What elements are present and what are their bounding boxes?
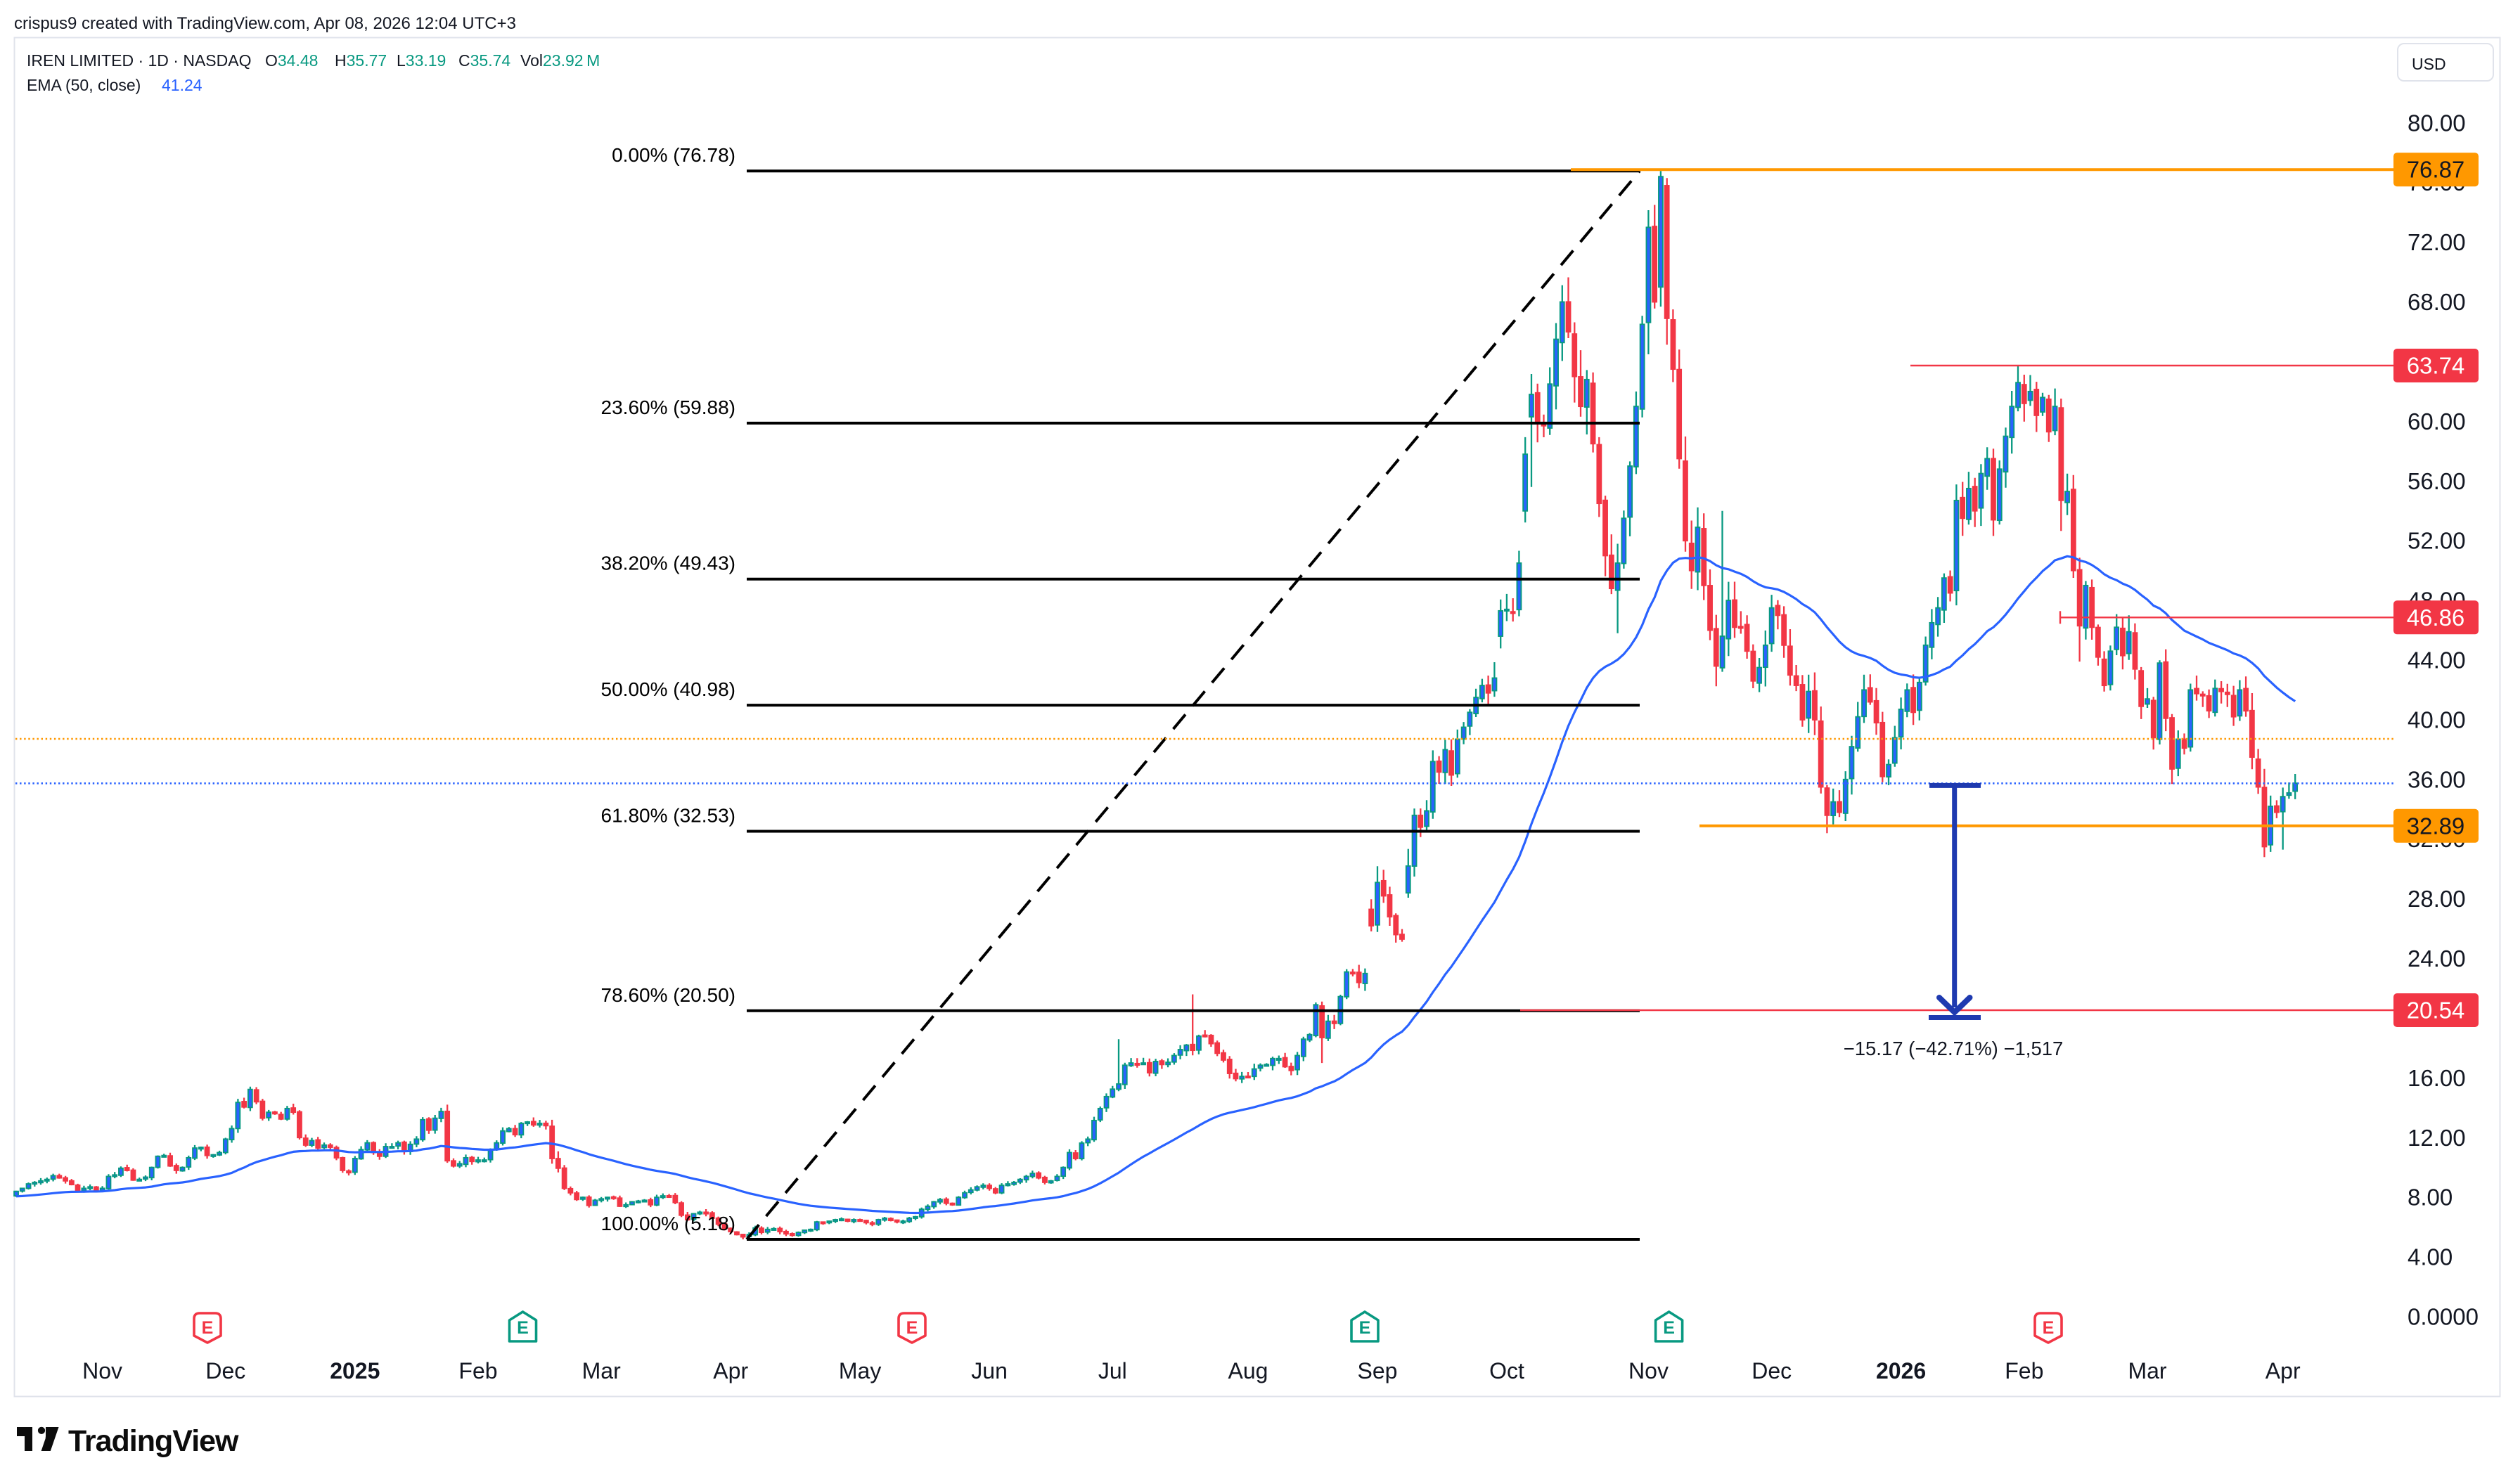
svg-text:L33.19: L33.19: [397, 51, 446, 70]
svg-text:56.00: 56.00: [2408, 468, 2466, 494]
svg-text:Jun: Jun: [971, 1358, 1008, 1383]
svg-text:USD: USD: [2412, 55, 2446, 73]
svg-text:38.20% (49.43): 38.20% (49.43): [601, 553, 735, 574]
svg-text:0.0000: 0.0000: [2408, 1304, 2479, 1330]
svg-text:Nov: Nov: [1628, 1358, 1669, 1383]
svg-text:E: E: [517, 1318, 529, 1338]
svg-text:Vol23.92 M: Vol23.92 M: [520, 51, 600, 70]
svg-text:EMA (50, close) 41.24: EMA (50, close) 41.24: [27, 76, 203, 94]
svg-text:E: E: [1359, 1318, 1371, 1338]
svg-text:23.60% (59.88): 23.60% (59.88): [601, 396, 735, 418]
svg-text:20.54: 20.54: [2407, 998, 2465, 1024]
svg-text:68.00: 68.00: [2408, 289, 2466, 315]
svg-text:28.00: 28.00: [2408, 886, 2466, 912]
svg-text:24.00: 24.00: [2408, 946, 2466, 972]
svg-text:O34.48: O34.48: [265, 51, 318, 70]
svg-text:78.60% (20.50): 78.60% (20.50): [601, 984, 735, 1006]
svg-text:Feb: Feb: [2005, 1358, 2043, 1383]
svg-text:12.00: 12.00: [2408, 1125, 2466, 1151]
svg-text:40.00: 40.00: [2408, 706, 2466, 733]
svg-text:Nov: Nov: [82, 1358, 122, 1383]
svg-text:2025: 2025: [330, 1358, 380, 1383]
svg-text:−15.17 (−42.71%) −1,517: −15.17 (−42.71%) −1,517: [1844, 1038, 2064, 1059]
svg-text:E: E: [906, 1318, 918, 1338]
svg-text:Sep: Sep: [1358, 1358, 1398, 1383]
svg-text:52.00: 52.00: [2408, 528, 2466, 554]
svg-text:4.00: 4.00: [2408, 1244, 2453, 1270]
svg-text:36.00: 36.00: [2408, 766, 2466, 792]
svg-text:32.89: 32.89: [2407, 813, 2465, 839]
svg-text:Mar: Mar: [2128, 1358, 2166, 1383]
svg-text:63.74: 63.74: [2407, 353, 2465, 379]
svg-text:IREN LIMITED · 1D · NASDAQ: IREN LIMITED · 1D · NASDAQ: [27, 51, 251, 70]
svg-text:Dec: Dec: [205, 1358, 245, 1383]
svg-text:C35.74: C35.74: [458, 51, 510, 70]
svg-text:80.00: 80.00: [2408, 110, 2466, 136]
svg-text:May: May: [839, 1358, 881, 1383]
svg-text:8.00: 8.00: [2408, 1185, 2453, 1211]
svg-text:2026: 2026: [1876, 1358, 1926, 1383]
svg-text:100.00% (5.18): 100.00% (5.18): [601, 1213, 735, 1234]
svg-text:Oct: Oct: [1489, 1358, 1524, 1383]
svg-text:44.00: 44.00: [2408, 647, 2466, 673]
svg-text:60.00: 60.00: [2408, 408, 2466, 434]
svg-text:72.00: 72.00: [2408, 229, 2466, 255]
svg-text:16.00: 16.00: [2408, 1065, 2466, 1091]
svg-text:46.86: 46.86: [2407, 605, 2465, 631]
svg-text:Apr: Apr: [713, 1358, 748, 1383]
svg-text:crispus9 created with TradingV: crispus9 created with TradingView.com, A…: [14, 14, 516, 33]
svg-text:E: E: [202, 1318, 214, 1338]
svg-text:Aug: Aug: [1228, 1358, 1268, 1383]
svg-text:0.00% (76.78): 0.00% (76.78): [612, 144, 735, 166]
svg-text:50.00% (40.98): 50.00% (40.98): [601, 678, 735, 700]
svg-text:Dec: Dec: [1752, 1358, 1792, 1383]
svg-text:61.80% (32.53): 61.80% (32.53): [601, 805, 735, 827]
svg-text:E: E: [1663, 1318, 1675, 1338]
svg-text:E: E: [2043, 1318, 2055, 1338]
svg-text:H35.77: H35.77: [335, 51, 387, 70]
svg-text:Mar: Mar: [582, 1358, 621, 1383]
svg-text:Apr: Apr: [2265, 1358, 2301, 1383]
svg-text:TradingView: TradingView: [68, 1424, 239, 1458]
svg-text:76.87: 76.87: [2407, 157, 2465, 183]
svg-text:Jul: Jul: [1098, 1358, 1127, 1383]
svg-text:Feb: Feb: [458, 1358, 497, 1383]
